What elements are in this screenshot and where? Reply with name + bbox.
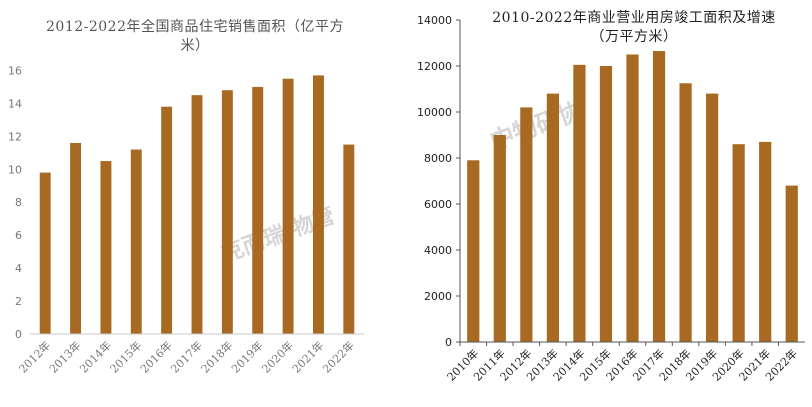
y-tick-label: 14000 [417,14,452,27]
bar [221,90,233,334]
x-tick-label: 2016年 [137,338,174,375]
x-tick-label: 2017年 [168,338,205,375]
y-tick-label: 16 [8,64,22,77]
x-tick-label: 2012年 [16,338,53,375]
y-tick-label: 2000 [424,290,452,303]
y-tick-label: 10 [8,163,22,176]
x-tick-label: 2021年 [289,338,326,375]
bar [626,54,639,342]
chart-title: 2012-2022年全国商品住宅销售面积（亿平方 米） [30,18,360,56]
y-tick-label: 4 [15,262,22,275]
chart-title-line-2: （万平方米） [590,29,678,45]
y-tick-label: 0 [15,328,22,341]
bar [759,141,772,342]
y-tick-label: 14 [8,97,22,110]
x-tick-label: 2015年 [107,338,144,375]
y-tick-label: 12000 [417,60,452,73]
x-tick-label: 2013年 [46,338,83,375]
bar [70,142,82,334]
bar [679,83,692,342]
x-tick-label: 2014年 [77,338,114,375]
bar [599,66,613,342]
bar [130,149,142,334]
x-tick-label: 2018年 [198,338,235,375]
chart-plot: 中物研协020004000600080001000012000140002010… [417,14,805,384]
bar [161,106,173,335]
bar [467,160,480,342]
x-tick-label: 2022年 [319,338,356,375]
y-tick-label: 6000 [424,198,452,211]
bar [573,64,586,342]
y-tick-label: 8 [15,196,22,209]
bar [191,95,203,334]
chart-title: 2010-2022年商业营业用房竣工面积及增速 （万平方米） [464,9,804,47]
bar [652,51,666,343]
bar [282,78,294,335]
x-tick-label: 2019年 [228,338,265,375]
bar [732,144,745,342]
chart-plot: 克而瑞·物管02468101214162012年2013年2014年2015年2… [8,64,364,376]
bar [39,172,51,334]
chart-title-line-1: 2012-2022年全国商品住宅销售面积（亿平方 [46,19,344,35]
bar [252,86,264,334]
bar [546,93,559,342]
y-tick-label: 10000 [417,106,452,119]
y-tick-label: 4000 [424,244,452,257]
y-tick-label: 8000 [424,152,452,165]
bar [785,185,798,342]
y-tick-label: 6 [15,229,22,242]
bar [343,144,355,334]
chart-title-line-2: 米） [180,38,210,54]
x-tick-label: 2020年 [259,338,296,375]
bar [100,161,112,334]
y-tick-label: 12 [8,130,22,143]
chart-sales-area: 2012-2022年全国商品住宅销售面积（亿平方 米） 克而瑞·物管 0 2 4 6 8 1… [0,0,400,407]
y-tick-label: 0 [445,336,452,349]
chart-completion-area: 2010-2022年商业营业用房竣工面积及增速 （万平方米） 中物研协 0 2000… [404,0,812,407]
bar [493,135,506,342]
bar [312,75,324,334]
bar [520,107,533,343]
chart-title-line-1: 2010-2022年商业营业用房竣工面积及增速 [492,10,776,26]
bar [706,93,719,342]
y-tick-label: 2 [15,295,22,308]
